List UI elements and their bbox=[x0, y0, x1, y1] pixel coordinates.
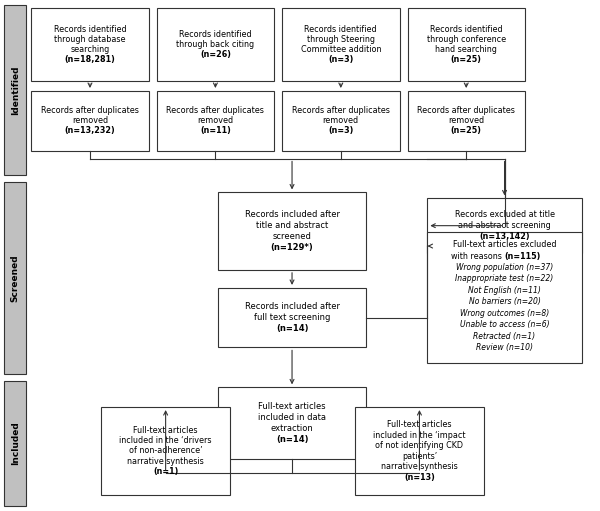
Text: removed: removed bbox=[448, 116, 484, 125]
Text: Inappropriate test (n=22): Inappropriate test (n=22) bbox=[455, 274, 554, 284]
Bar bbox=[282, 8, 400, 81]
Text: narrative synthesis: narrative synthesis bbox=[381, 462, 458, 471]
Text: extraction: extraction bbox=[271, 424, 313, 433]
Bar bbox=[157, 91, 274, 151]
Bar bbox=[427, 232, 581, 363]
Text: with reasons: with reasons bbox=[451, 251, 505, 261]
Text: narrative synthesis: narrative synthesis bbox=[127, 457, 204, 466]
Text: included in the ‘impact: included in the ‘impact bbox=[373, 431, 466, 440]
Text: of not identifying CKD: of not identifying CKD bbox=[376, 441, 463, 450]
Bar bbox=[4, 182, 26, 375]
Text: Records after duplicates: Records after duplicates bbox=[166, 106, 265, 115]
Text: removed: removed bbox=[197, 116, 233, 125]
Bar bbox=[157, 8, 274, 81]
Bar bbox=[218, 192, 365, 270]
Bar bbox=[218, 288, 365, 347]
Text: Records identified: Records identified bbox=[53, 25, 126, 34]
Text: Review (n=10): Review (n=10) bbox=[476, 343, 533, 352]
Text: (n=11): (n=11) bbox=[200, 126, 231, 135]
Text: Wrong outcomes (n=8): Wrong outcomes (n=8) bbox=[460, 309, 549, 318]
Text: Records included after: Records included after bbox=[245, 210, 340, 219]
Text: removed: removed bbox=[323, 116, 359, 125]
Text: Unable to access (n=6): Unable to access (n=6) bbox=[460, 320, 550, 329]
Text: Not English (n=11): Not English (n=11) bbox=[468, 286, 541, 295]
Bar bbox=[101, 407, 230, 495]
Text: Included: Included bbox=[11, 422, 20, 466]
Text: Screened: Screened bbox=[11, 254, 20, 302]
Text: (n=13,142): (n=13,142) bbox=[479, 232, 530, 241]
Text: searching: searching bbox=[70, 45, 110, 54]
Text: Full-text articles: Full-text articles bbox=[133, 426, 198, 434]
Bar bbox=[355, 407, 484, 495]
Text: No barriers (n=20): No barriers (n=20) bbox=[469, 297, 541, 306]
Text: Records after duplicates: Records after duplicates bbox=[41, 106, 139, 115]
Text: through conference: through conference bbox=[427, 35, 506, 44]
Text: through Steering: through Steering bbox=[307, 35, 375, 44]
Text: Records excluded at title: Records excluded at title bbox=[455, 210, 554, 219]
Bar bbox=[31, 8, 149, 81]
Text: (n=26): (n=26) bbox=[200, 50, 231, 59]
Text: of non-adherence’: of non-adherence’ bbox=[129, 447, 202, 455]
Text: patients’: patients’ bbox=[402, 452, 437, 460]
Text: Records identified: Records identified bbox=[304, 25, 377, 34]
Bar bbox=[31, 91, 149, 151]
Text: Records identified: Records identified bbox=[430, 25, 503, 34]
Bar bbox=[218, 387, 365, 459]
Text: (n=25): (n=25) bbox=[451, 126, 482, 135]
Text: included in data: included in data bbox=[258, 413, 326, 422]
Text: removed: removed bbox=[72, 116, 108, 125]
Bar bbox=[407, 8, 525, 81]
Text: (n=14): (n=14) bbox=[276, 435, 308, 444]
Text: and abstract screening: and abstract screening bbox=[458, 221, 551, 230]
Text: (n=13,232): (n=13,232) bbox=[65, 126, 115, 135]
Bar bbox=[4, 381, 26, 505]
Bar bbox=[427, 198, 581, 253]
Text: Committee addition: Committee addition bbox=[301, 45, 381, 54]
Text: (n=115): (n=115) bbox=[505, 251, 541, 261]
Text: Wrong population (n=37): Wrong population (n=37) bbox=[456, 263, 553, 272]
Text: Full-text articles: Full-text articles bbox=[258, 402, 326, 411]
Bar bbox=[4, 6, 26, 175]
Text: included in the ‘drivers: included in the ‘drivers bbox=[119, 436, 212, 445]
Text: hand searching: hand searching bbox=[435, 45, 497, 54]
Text: (n=3): (n=3) bbox=[328, 126, 353, 135]
Text: (n=1): (n=1) bbox=[153, 468, 178, 476]
Text: Full-text articles excluded: Full-text articles excluded bbox=[453, 240, 556, 249]
Text: Records after duplicates: Records after duplicates bbox=[417, 106, 515, 115]
Text: Records included after: Records included after bbox=[245, 302, 340, 311]
Bar bbox=[282, 91, 400, 151]
Text: Retracted (n=1): Retracted (n=1) bbox=[473, 332, 536, 341]
Text: full text screening: full text screening bbox=[254, 313, 330, 322]
Text: (n=18,281): (n=18,281) bbox=[65, 55, 115, 64]
Text: screened: screened bbox=[272, 232, 311, 241]
Text: (n=13): (n=13) bbox=[404, 473, 435, 481]
Text: (n=3): (n=3) bbox=[328, 55, 353, 64]
Bar bbox=[407, 91, 525, 151]
Text: title and abstract: title and abstract bbox=[256, 221, 328, 230]
Text: through back citing: through back citing bbox=[176, 40, 254, 49]
Text: (n=14): (n=14) bbox=[276, 324, 308, 333]
Text: Records identified: Records identified bbox=[179, 30, 252, 39]
Text: Records after duplicates: Records after duplicates bbox=[292, 106, 390, 115]
Text: (n=25): (n=25) bbox=[451, 55, 482, 64]
Text: through database: through database bbox=[54, 35, 126, 44]
Text: (n=129*): (n=129*) bbox=[271, 243, 313, 252]
Text: Identified: Identified bbox=[11, 65, 20, 115]
Text: Full-text articles: Full-text articles bbox=[387, 421, 452, 429]
